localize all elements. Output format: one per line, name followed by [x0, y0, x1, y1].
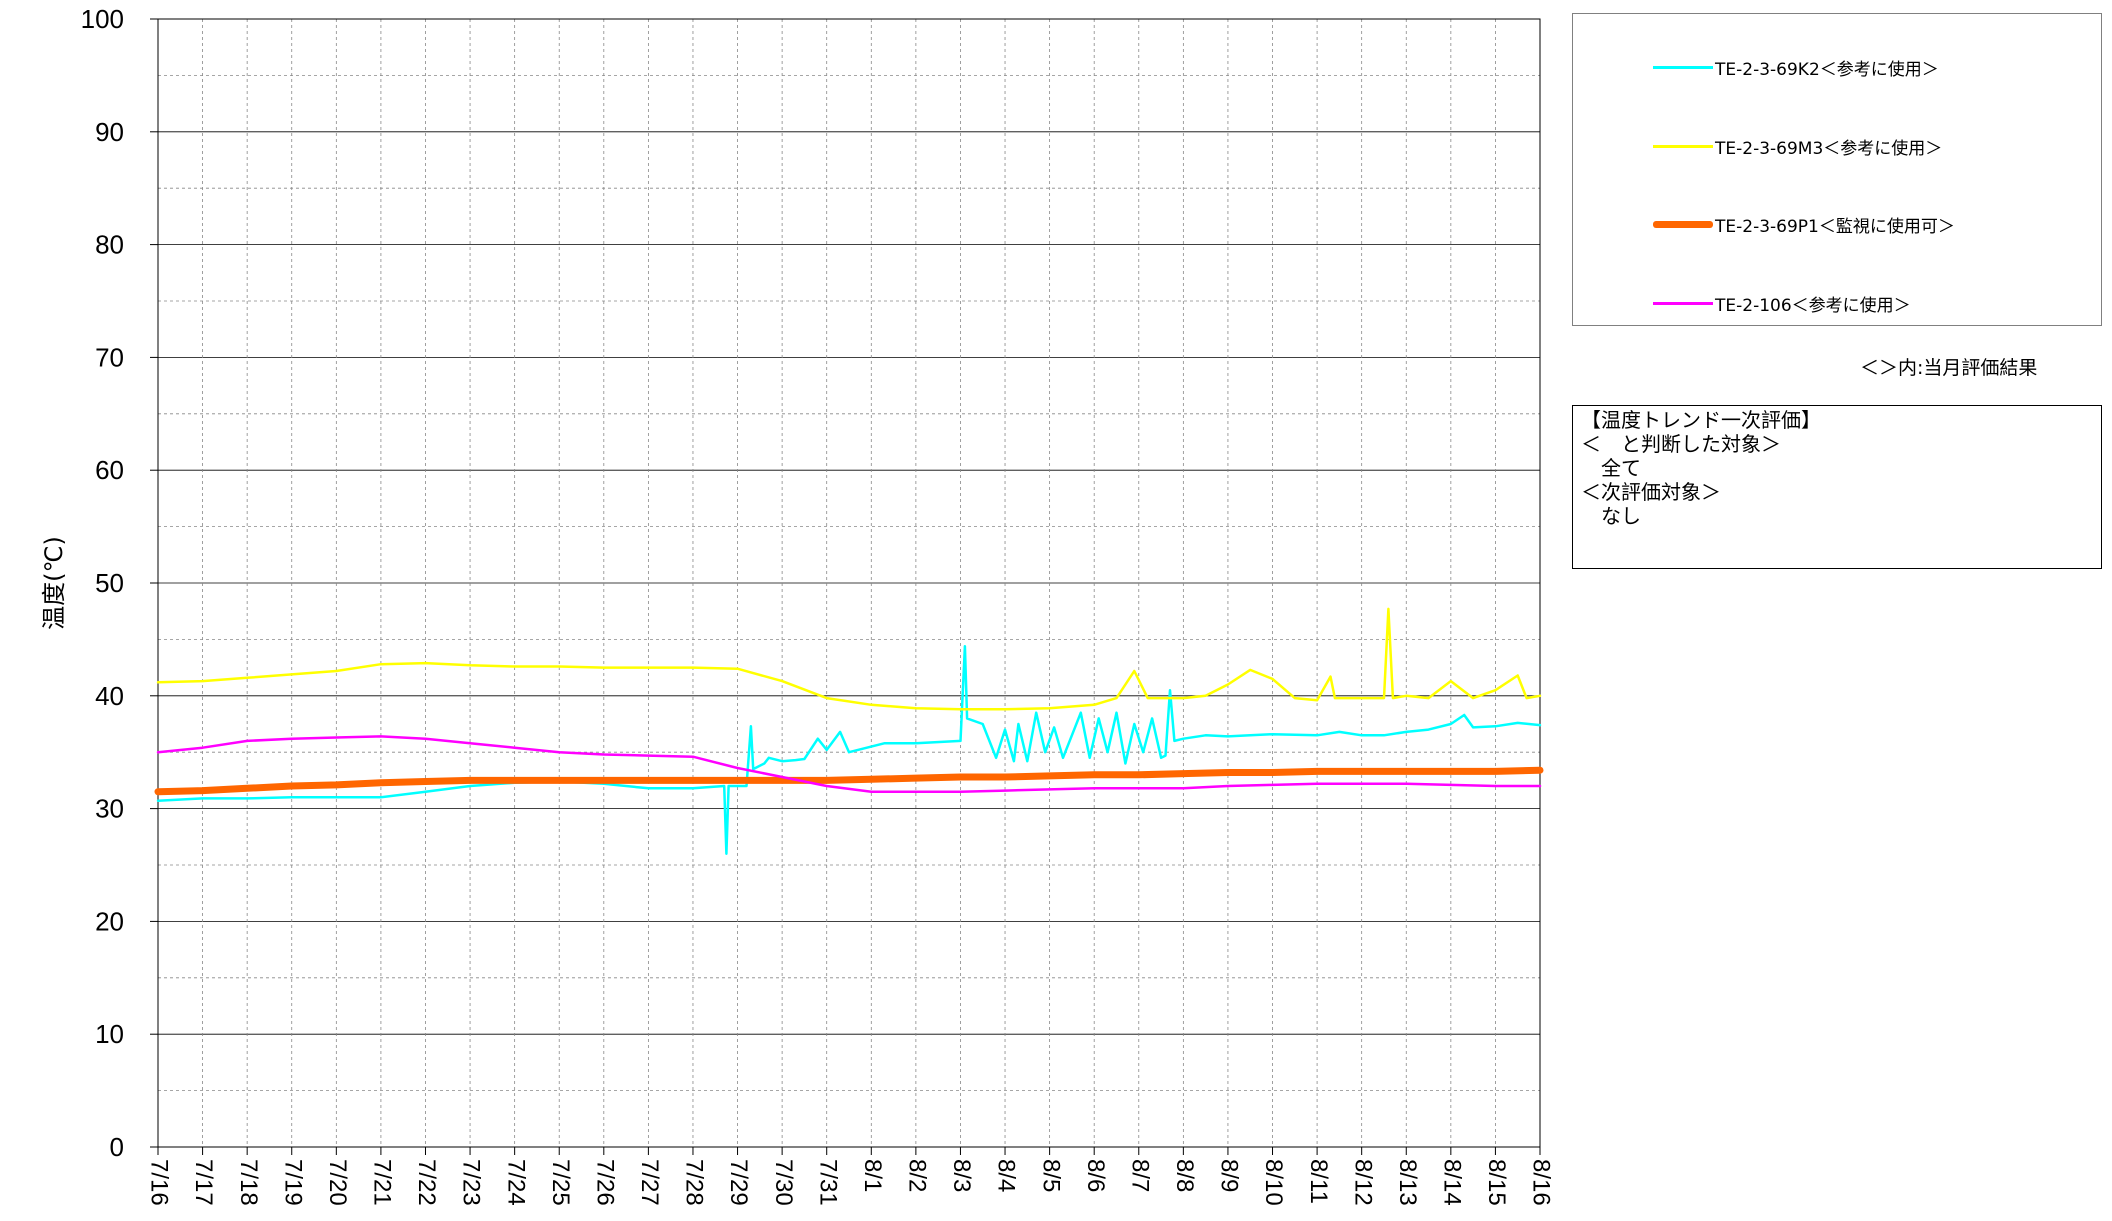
x-tick-label: 7/21 — [369, 1159, 396, 1206]
legend-swatch — [1653, 220, 1713, 228]
trend-chart: 0 10 20 30 40 50 60 70 80 90 100 7/16 7/17 7/18 7/19 7/… — [40, 4, 1555, 1206]
x-tick-label: 7/28 — [681, 1159, 708, 1206]
series-line-1 — [156, 644, 1542, 855]
x-tick-label: 8/15 — [1483, 1159, 1510, 1206]
x-tick-label: 8/1 — [859, 1159, 886, 1192]
evaluation-line: なし — [1581, 504, 1641, 528]
evaluation-line: ＜ と判断した対象＞ — [1581, 432, 1781, 456]
y-tick-label: 90 — [95, 117, 124, 147]
evaluation-line: ＜次評価対象＞ — [1581, 480, 1721, 504]
series-line-2 — [156, 607, 1542, 711]
legend-label: TE-2-106＜参考に使用＞ — [1715, 295, 1911, 316]
x-tick-label: 7/20 — [324, 1159, 351, 1206]
x-tick-label: 8/14 — [1438, 1159, 1465, 1206]
evaluation-note: ＜＞内:当月評価結果 — [1860, 357, 2038, 379]
y-axis-label: 温度(℃) — [40, 536, 68, 630]
x-tick-label: 8/10 — [1260, 1159, 1287, 1206]
x-tick-label: 7/30 — [770, 1159, 797, 1206]
x-tick-label: 8/3 — [948, 1159, 975, 1192]
x-tick-label: 7/29 — [725, 1159, 752, 1206]
x-tick-label: 7/18 — [235, 1159, 262, 1206]
legend-item-69k2: TE-2-3-69K2＜参考に使用＞ — [1653, 52, 1939, 82]
legend-item-69p1: TE-2-3-69P1＜監視に使用可＞ — [1653, 209, 1955, 239]
x-tick-label: 8/7 — [1126, 1159, 1153, 1192]
y-tick-label: 10 — [95, 1019, 124, 1049]
x-tick-label: 8/11 — [1305, 1159, 1332, 1204]
x-tick-label: 7/31 — [814, 1159, 841, 1206]
evaluation-title: 【温度トレンド一次評価】 — [1581, 408, 1821, 432]
legend: TE-2-3-69K2＜参考に使用＞ TE-2-3-69M3＜参考に使用＞ TE… — [1572, 13, 2102, 326]
y-tick-label: 30 — [95, 794, 124, 824]
x-tick-label: 7/17 — [190, 1159, 217, 1206]
x-tick-label: 7/23 — [458, 1159, 485, 1206]
x-tick-label: 7/25 — [547, 1159, 574, 1206]
x-tick-label: 7/27 — [636, 1159, 663, 1206]
y-tick-label: 100 — [81, 4, 124, 34]
y-tick-label: 0 — [110, 1132, 124, 1162]
y-tick-label: 70 — [95, 342, 124, 372]
y-tick-label: 50 — [95, 568, 124, 598]
x-tick-label: 8/12 — [1349, 1159, 1376, 1206]
x-tick-label: 7/19 — [279, 1159, 306, 1206]
x-tick-label: 8/5 — [1037, 1159, 1064, 1192]
x-tick-label: 7/16 — [146, 1159, 173, 1206]
x-tick-label: 8/4 — [993, 1159, 1020, 1192]
legend-item-106: TE-2-106＜参考に使用＞ — [1653, 288, 1911, 318]
y-tick-label: 40 — [95, 681, 124, 711]
x-tick-label: 7/22 — [413, 1159, 440, 1206]
legend-swatch — [1653, 65, 1713, 69]
legend-swatch — [1653, 144, 1713, 148]
x-tick-label: 8/13 — [1394, 1159, 1421, 1206]
legend-label: TE-2-3-69M3＜参考に使用＞ — [1715, 138, 1943, 159]
x-tick-label: 7/26 — [591, 1159, 618, 1206]
x-tick-label: 7/24 — [502, 1159, 529, 1206]
y-tick-label: 60 — [95, 455, 124, 485]
series-line-4 — [156, 735, 1542, 793]
x-tick-label: 8/2 — [904, 1159, 931, 1192]
x-tick-label: 8/6 — [1082, 1159, 1109, 1192]
evaluation-box: 【温度トレンド一次評価】 ＜ と判断した対象＞ 全て ＜次評価対象＞ なし — [1572, 405, 2102, 569]
x-tick-label: 8/9 — [1216, 1159, 1243, 1192]
evaluation-line: 全て — [1581, 456, 1641, 480]
y-tick-label: 80 — [95, 230, 124, 260]
x-tick-label: 8/8 — [1171, 1159, 1198, 1192]
series-line-3 — [154, 766, 1544, 796]
y-tick-label: 20 — [95, 906, 124, 936]
x-tick-label: 8/16 — [1528, 1159, 1555, 1206]
legend-label: TE-2-3-69K2＜参考に使用＞ — [1715, 59, 1939, 80]
legend-item-69m3: TE-2-3-69M3＜参考に使用＞ — [1653, 131, 1942, 161]
legend-swatch — [1653, 301, 1713, 305]
legend-label: TE-2-3-69P1＜監視に使用可＞ — [1715, 216, 1955, 237]
